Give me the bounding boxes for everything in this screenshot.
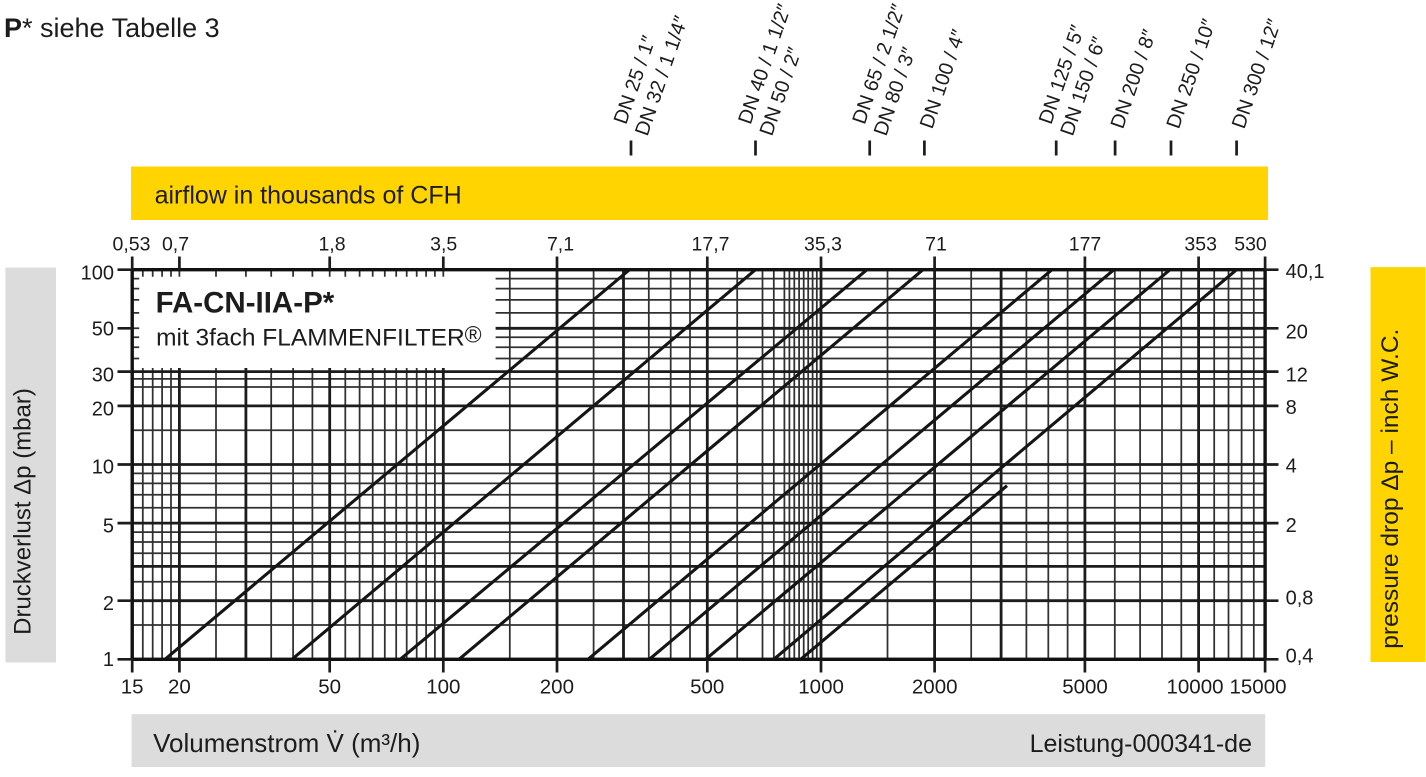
svg-text:500: 500 <box>690 675 724 698</box>
svg-text:15: 15 <box>121 675 144 698</box>
svg-text:40,1: 40,1 <box>1286 261 1325 283</box>
svg-text:177: 177 <box>1069 233 1102 255</box>
svg-text:1: 1 <box>103 649 114 671</box>
svg-text:15000: 15000 <box>1229 675 1286 698</box>
svg-text:20: 20 <box>168 675 191 698</box>
svg-text:2000: 2000 <box>912 675 958 698</box>
svg-text:airflow in thousands of CFH: airflow in thousands of CFH <box>155 182 462 210</box>
svg-text:4: 4 <box>1286 456 1297 478</box>
svg-text:10: 10 <box>92 457 114 479</box>
svg-text:10000: 10000 <box>1166 675 1223 698</box>
svg-text:FA-CN-IIA-P*: FA-CN-IIA-P* <box>156 287 335 320</box>
svg-text:0,7: 0,7 <box>162 233 189 255</box>
svg-text:200: 200 <box>540 675 574 698</box>
svg-text:2: 2 <box>1286 515 1297 537</box>
svg-text:20: 20 <box>92 398 114 420</box>
svg-text:7,1: 7,1 <box>547 233 574 255</box>
svg-text:8: 8 <box>1286 397 1297 419</box>
svg-text:530: 530 <box>1234 233 1267 255</box>
svg-text:Volumenstrom V̇ (m³/h): Volumenstrom V̇ (m³/h) <box>153 728 420 758</box>
svg-text:100: 100 <box>81 263 114 285</box>
svg-text:2: 2 <box>103 593 114 615</box>
svg-text:Druckverlust Δp (mbar): Druckverlust Δp (mbar) <box>10 388 37 635</box>
svg-text:20: 20 <box>1286 322 1308 344</box>
svg-text:71: 71 <box>925 233 947 255</box>
svg-text:100: 100 <box>426 675 460 698</box>
svg-text:mit 3fach FLAMMENFILTER®: mit 3fach FLAMMENFILTER® <box>156 322 482 352</box>
svg-text:P* siehe Tabelle 3: P* siehe Tabelle 3 <box>4 13 220 43</box>
svg-text:5000: 5000 <box>1062 675 1108 698</box>
svg-text:35,3: 35,3 <box>804 233 842 255</box>
svg-text:50: 50 <box>318 675 341 698</box>
svg-text:0,8: 0,8 <box>1286 587 1314 609</box>
svg-text:17,7: 17,7 <box>692 233 730 255</box>
svg-text:0,53: 0,53 <box>113 233 151 255</box>
svg-text:pressure drop Δp – inch W.C.: pressure drop Δp – inch W.C. <box>1377 329 1404 649</box>
svg-text:5: 5 <box>103 515 114 537</box>
svg-text:50: 50 <box>92 319 114 341</box>
svg-text:1000: 1000 <box>798 675 844 698</box>
svg-text:0,4: 0,4 <box>1286 646 1314 668</box>
svg-text:353: 353 <box>1184 233 1217 255</box>
svg-text:12: 12 <box>1286 364 1308 386</box>
svg-text:30: 30 <box>92 365 114 387</box>
svg-text:Leistung-000341-de: Leistung-000341-de <box>1030 730 1252 758</box>
svg-text:1,8: 1,8 <box>318 233 345 255</box>
svg-text:3,5: 3,5 <box>430 233 457 255</box>
